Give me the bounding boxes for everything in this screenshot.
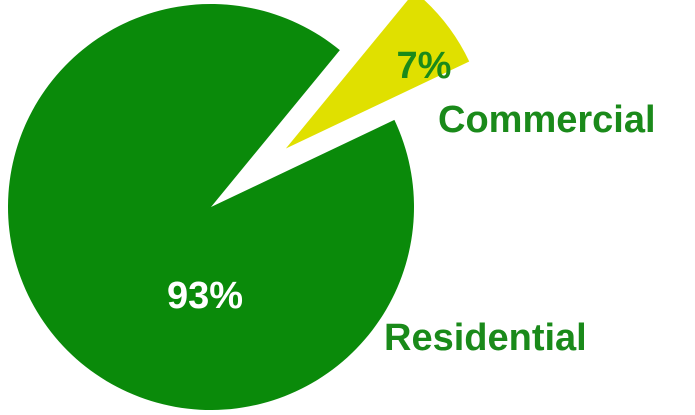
pie-slices bbox=[7, 0, 470, 411]
commercial-slice bbox=[285, 0, 470, 149]
residential-category-label: Residential bbox=[384, 317, 587, 359]
commercial-category-label: Commercial bbox=[438, 99, 656, 141]
residential-value-label: 93% bbox=[167, 275, 243, 317]
residential-slice bbox=[7, 4, 414, 411]
commercial-value-label: 7% bbox=[397, 45, 452, 87]
